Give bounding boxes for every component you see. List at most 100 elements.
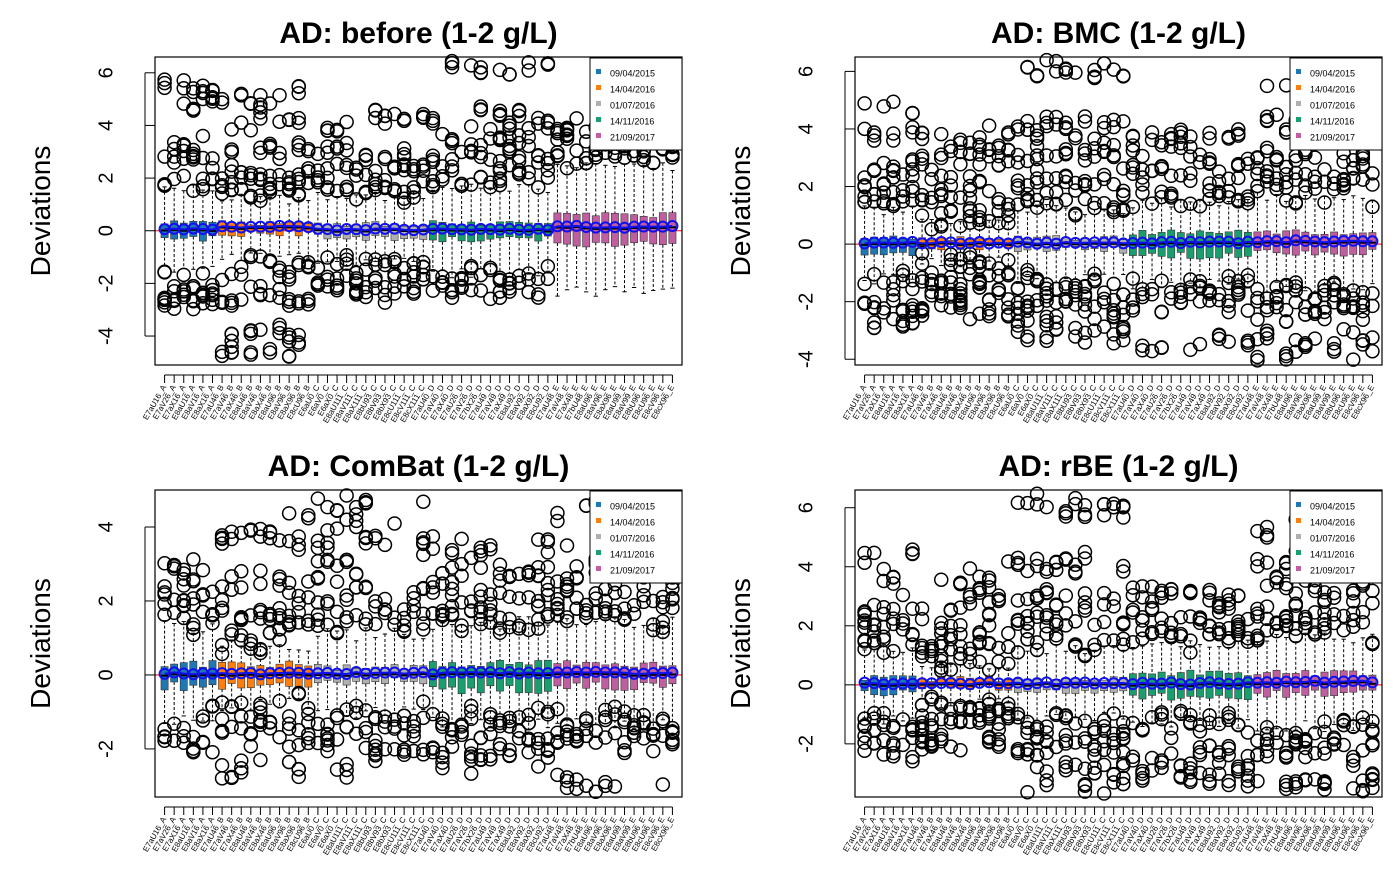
legend-swatch	[1296, 69, 1301, 74]
box-iqr	[583, 213, 590, 247]
outlier-point	[541, 561, 554, 574]
box-E8bX93_C	[1088, 618, 1101, 780]
outlier-point	[1203, 586, 1216, 599]
box-iqr	[401, 226, 408, 238]
outlier-point	[177, 97, 190, 110]
chart-panel-2: AD: BMC (1-2 g/L)Deviations-4-20246E7aU1…	[725, 17, 1382, 425]
box-E7bX26_D	[474, 541, 487, 766]
outlier-point	[1078, 336, 1091, 349]
legend-swatch	[596, 550, 601, 555]
legend: 09/04/201514/04/201601/07/201614/11/2016…	[1290, 58, 1382, 150]
outlier-point	[177, 268, 190, 281]
outlier-point	[1366, 287, 1379, 300]
legend-swatch	[596, 518, 601, 523]
legend-label: 01/07/2016	[1310, 100, 1355, 110]
outlier-point	[1289, 587, 1302, 600]
outlier-point	[906, 629, 919, 642]
box-E8aX96_B	[292, 530, 305, 783]
outlier-point	[532, 288, 545, 301]
chart-panel-1: AD: before (1-2 g/L)Deviations-4-20246E7…	[25, 17, 682, 425]
outlier-point	[1232, 615, 1245, 628]
legend-label: 01/07/2016	[610, 533, 655, 543]
outlier-point	[1098, 57, 1111, 70]
chart-panel-3: AD: ComBat (1-2 g/L)Deviations-2024E7aU1…	[25, 450, 682, 857]
chart-panel-4: AD: rBE (1-2 g/L)Deviations-20246E7aU16_…	[725, 450, 1382, 857]
outlier-point	[474, 139, 487, 152]
box-E8cX96_E	[1366, 556, 1379, 794]
legend-swatch	[1296, 85, 1301, 90]
box-iqr	[1014, 679, 1021, 693]
outlier-point	[206, 746, 219, 759]
y-axis-label: Deviations	[725, 146, 756, 277]
outlier-point	[216, 759, 229, 772]
box-E7aU40_D	[426, 530, 439, 759]
box-E8aU111_C	[340, 115, 353, 282]
outlier-point	[551, 506, 564, 519]
legend-label: 14/04/2016	[610, 517, 655, 527]
outlier-point	[1251, 350, 1264, 363]
outlier-point	[1107, 277, 1120, 290]
box-iqr	[324, 224, 331, 239]
outlier-point	[1270, 154, 1283, 167]
outlier-point	[1040, 501, 1053, 514]
outlier-point	[1174, 169, 1187, 182]
outlier-point	[973, 131, 986, 144]
box-E7aV26_D	[1165, 583, 1178, 760]
outlier-point	[158, 73, 171, 86]
box-iqr	[1263, 672, 1270, 697]
outlier-point	[1366, 597, 1379, 610]
box-E7aX16_A	[177, 563, 190, 749]
outlier-point	[216, 601, 229, 614]
outlier-point	[378, 109, 391, 122]
outlier-point	[1222, 635, 1235, 648]
outlier-point	[570, 112, 583, 125]
outlier-point	[1155, 274, 1168, 287]
box-E7aV26_D	[465, 59, 478, 297]
outlier-point	[1184, 586, 1197, 599]
box-E8bU93_C	[1069, 492, 1082, 772]
outlier-point	[1078, 587, 1091, 600]
y-tick-label: -4	[95, 327, 117, 345]
outlier-point	[1203, 584, 1216, 597]
box-E7aX49_D	[1203, 126, 1216, 307]
outlier-point	[446, 547, 459, 560]
outlier-point	[1165, 747, 1178, 760]
y-tick-label: 2	[95, 595, 117, 606]
legend-swatch	[1296, 133, 1301, 138]
outlier-point	[896, 588, 909, 601]
outlier-point	[1107, 178, 1120, 191]
box-iqr	[487, 225, 494, 239]
outlier-point	[1136, 614, 1149, 627]
box-E8cU92_D	[541, 57, 554, 285]
outlier-point	[647, 745, 660, 758]
outlier-point	[1261, 114, 1274, 127]
outlier-point	[369, 618, 382, 631]
box-E8aU16_A	[187, 82, 200, 316]
box-E7aV46_B	[225, 123, 238, 359]
outlier-point	[647, 156, 660, 169]
outlier-point	[350, 567, 363, 580]
y-tick-label: 2	[95, 173, 117, 184]
box-E7aV46_B	[225, 525, 238, 784]
y-tick-label: 6	[795, 66, 817, 77]
outlier-point	[1193, 338, 1206, 351]
outlier-point	[206, 152, 219, 165]
box-E7aU40_D	[426, 112, 439, 297]
outlier-point	[292, 763, 305, 776]
outlier-point	[1069, 129, 1082, 142]
outlier-point	[340, 771, 353, 784]
outlier-point	[1184, 174, 1197, 187]
chart-title: AD: ComBat (1-2 g/L)	[268, 450, 570, 483]
y-tick-label: 4	[795, 561, 817, 572]
outlier-point	[216, 93, 229, 106]
outlier-point	[522, 64, 535, 77]
outlier-point	[561, 539, 574, 552]
box-E7aX46_B	[235, 87, 248, 306]
outlier-point	[1261, 600, 1274, 613]
outlier-point	[541, 171, 554, 184]
box-iqr	[228, 222, 235, 236]
outlier-point	[417, 495, 430, 508]
outlier-point	[1059, 589, 1072, 602]
outlier-point	[340, 489, 353, 502]
outlier-point	[1241, 613, 1254, 626]
